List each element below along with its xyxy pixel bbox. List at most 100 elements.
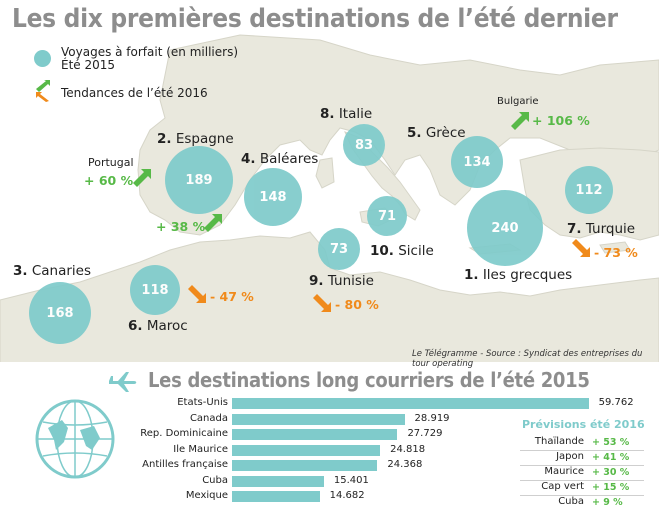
label-maroc: 6. Maroc [128,318,188,334]
rank: 1. [464,267,479,283]
bar-value: 14.682 [329,490,365,501]
name: Italie [338,106,373,122]
forecast-divider [520,480,644,481]
bar [232,475,324,487]
label-canaries: 3. Canaries [13,263,91,279]
rank: 5. [407,125,422,141]
name: Maroc [146,318,188,334]
bar-label: Etats-Unis [177,397,228,408]
rank: 7. [567,221,582,237]
plane-icon [109,372,137,392]
forecast-divider [520,465,644,466]
forecast-value: + 15 % [592,482,630,493]
bar [232,398,589,409]
bar [232,413,405,425]
trend-espagne-value: + 38 % [156,219,206,234]
bubble-value: 240 [491,220,519,236]
forecast-country: Japon [556,451,584,462]
name: Tunisie [327,273,374,289]
bubble-baleares: 148 [244,168,302,226]
legend-trend-label: Tendances de l’été 2016 [61,86,208,100]
bar-label: Rep. Dominicaine [140,428,228,439]
main-title: Les dix premières destinations de l’été … [12,4,618,34]
label-espagne: 2. Espagne [157,131,234,147]
bubble-maroc: 118 [130,265,180,315]
bubble-grece: 134 [451,136,503,188]
bubble-value: 83 [354,137,374,153]
trend-bulgarie-value: + 106 % [532,113,590,128]
bar-label: Cuba [202,474,228,486]
bar-label: Antilles française [142,459,228,470]
bar-label: Ile Maurice [173,443,228,455]
legend-bubble-label: Voyages à forfait (en milliers) Été 2015 [61,46,238,72]
trend-tunisie-value: - 80 % [335,297,379,312]
bar [232,429,398,440]
bubble-value: 112 [575,182,603,198]
trend-bulgarie-name: Bulgarie [497,96,539,107]
legend-bubble-line1: Voyages à forfait (en milliers) [61,45,238,59]
bar-value: 15.401 [333,474,369,486]
trend-up-arrow-icon [204,214,222,232]
bubble-value: 134 [463,154,491,170]
bar-chart-title: Les destinations long courriers de l’été… [148,368,590,392]
bubble-value: 168 [46,305,74,321]
rank: 10. [370,243,394,259]
trend-down-arrow-icon [572,239,590,257]
legend-bubble-line2: Été 2015 [61,58,116,72]
bubble-espagne: 189 [165,146,233,214]
name: Espagne [175,131,234,147]
trend-up-arrow-icon [511,112,529,130]
trend-down-arrow-icon [313,294,331,312]
bar-value: 27.729 [407,428,443,439]
label-italie: 8. Italie [320,106,372,122]
bubble-iles-grecques: 240 [467,190,543,266]
trend-portugal-value: + 60 % [84,173,134,188]
forecast-country: Thaïlande [534,436,584,447]
label-sicile: 10. Sicile [370,243,434,259]
forecast-value: + 41 % [592,452,630,463]
bubble-canaries: 168 [29,282,91,344]
bubble-tunisie: 73 [318,228,360,270]
bubble-value: 71 [377,208,397,224]
bar [232,460,378,471]
forecast-divider [520,450,644,451]
forecast-country: Maurice [544,466,584,477]
forecast-country: Cuba [558,496,584,507]
forecast-value: + 9 % [592,497,623,508]
trend-down-arrow-icon [188,285,206,303]
bubble-italie: 83 [343,124,385,166]
bubble-value: 118 [141,282,169,298]
rank: 8. [320,106,335,122]
forecast-title: Prévisions été 2016 [522,418,645,431]
rank: 2. [157,131,172,147]
name: Canaries [31,263,91,279]
forecast-panel [514,413,648,511]
bar-value: 59.762 [598,397,634,408]
bar [232,491,320,502]
bubble-value: 189 [185,172,213,188]
legend-bubble-icon [34,50,51,67]
bar-value: 24.368 [387,459,423,470]
bubble-value: 73 [329,241,349,257]
bar [232,444,381,456]
forecast-country: Cap vert [541,481,584,492]
bar-value: 24.818 [390,443,426,455]
legend-trend-arrows-icon [36,80,50,102]
bar-label: Canada [189,412,228,424]
globe-icon [35,399,115,479]
bar-value: 28.919 [414,412,450,424]
bar-label: Mexique [185,490,228,501]
name: Sicile [398,243,434,259]
rank: 3. [13,263,28,279]
label-tunisie: 9. Tunisie [309,273,374,289]
rank: 4. [241,151,256,167]
forecast-divider [520,495,644,496]
label-baleares: 4. Baléares [241,151,318,167]
bubble-turquie: 112 [565,166,613,214]
label-iles-grecques: 1. Iles grecques [464,267,572,283]
name: Baléares [259,151,319,167]
label-turquie: 7. Turquie [567,221,635,237]
trend-portugal-name: Portugal [88,156,134,169]
rank: 6. [128,318,143,334]
